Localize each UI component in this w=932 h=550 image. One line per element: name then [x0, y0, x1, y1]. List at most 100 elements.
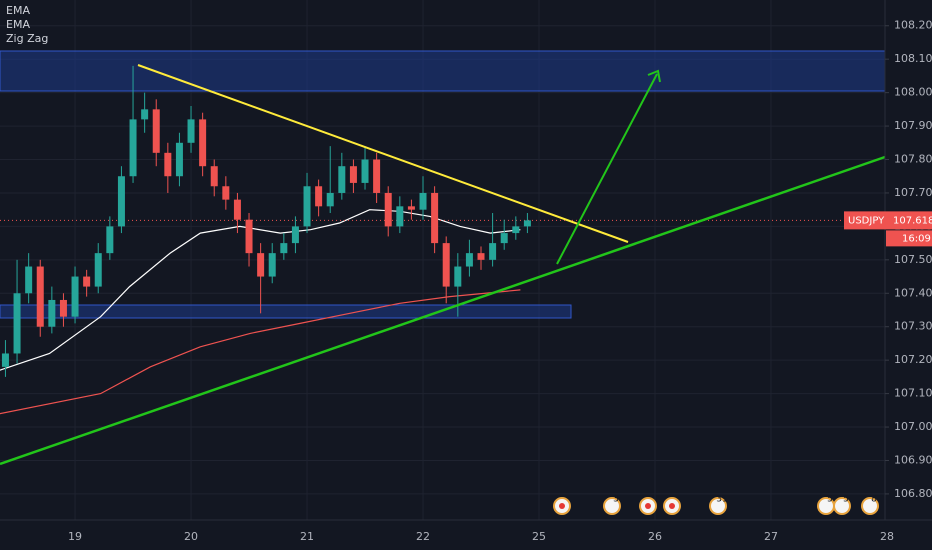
arrow-head: [647, 69, 661, 83]
candle-body: [338, 166, 346, 193]
legend-item: EMA: [6, 4, 30, 17]
y-tick-label: 107.100: [894, 387, 932, 400]
event-icon[interactable]: [861, 497, 879, 515]
candle-body: [257, 253, 265, 277]
support-zone: [0, 304, 572, 319]
candle-body: [477, 253, 485, 260]
candle-body: [500, 233, 508, 244]
candle-body: [419, 192, 427, 210]
candle-body: [465, 253, 473, 267]
candle-body: [384, 192, 392, 227]
event-dot: [645, 503, 651, 509]
y-tick-label: 106.900: [894, 453, 932, 466]
event-count: 31: [716, 495, 727, 505]
candle-body: [245, 219, 253, 254]
candle-body: [407, 206, 415, 210]
candle-body: [141, 109, 149, 120]
candle-body: [268, 253, 276, 277]
candle-body: [442, 243, 450, 287]
x-tick-label: 26: [648, 530, 662, 543]
event-count: 3: [613, 495, 619, 505]
candles: [1, 65, 531, 377]
candle-body: [129, 119, 137, 177]
ema-line: [0, 289, 521, 415]
candle-body: [152, 109, 160, 153]
y-tick-label: 107.800: [894, 153, 932, 166]
candle-body: [71, 276, 79, 317]
y-tick-label: 107.400: [894, 286, 932, 299]
x-tick-label: 25: [532, 530, 546, 543]
x-tick-label: 28: [880, 530, 894, 543]
x-tick-label: 21: [300, 530, 314, 543]
y-tick-label: 107.200: [894, 353, 932, 366]
candle-body: [199, 119, 207, 167]
x-tick-label: 22: [416, 530, 430, 543]
candle-body: [94, 253, 102, 287]
y-tick-label: 107.900: [894, 119, 932, 132]
x-tick-label: 20: [184, 530, 198, 543]
event-dot: [559, 503, 565, 509]
grid: [0, 0, 885, 520]
event-count: 5: [827, 495, 833, 505]
candle-body: [489, 243, 497, 260]
resistance-zone: [0, 50, 886, 92]
candle-body: [48, 299, 56, 327]
symbol-label: USDJPY: [848, 215, 885, 226]
candle-body: [512, 226, 520, 234]
candle-body: [361, 159, 369, 183]
candle-body: [13, 293, 21, 354]
candle-body: [326, 192, 334, 207]
candle-body: [303, 186, 311, 227]
event-count: 8: [871, 495, 877, 505]
candle-body: [233, 199, 241, 220]
legend-item: Zig Zag: [6, 32, 48, 45]
y-tick-label: 108.200: [894, 19, 932, 32]
events: 3 31 5 5 8: [553, 495, 879, 515]
candle-body: [291, 226, 299, 244]
candle-body: [25, 266, 33, 294]
y-tick-label: 107.000: [894, 420, 932, 433]
candle-body: [175, 142, 183, 177]
legend-item: EMA: [6, 18, 30, 31]
candle-body: [315, 186, 323, 207]
event-icon[interactable]: [709, 497, 727, 515]
candle-body: [164, 152, 172, 177]
candle-body: [59, 299, 67, 317]
candle-body: [222, 186, 230, 200]
candle-body: [373, 159, 381, 193]
y-tick-label: 108.000: [894, 86, 932, 99]
candle-body: [396, 206, 404, 227]
y-tick-label: 107.700: [894, 186, 932, 199]
event-icon[interactable]: [603, 497, 621, 515]
axes: 106.800 106.900 107.000 107.100 107.200 107.3…: [68, 19, 932, 543]
candle-body: [431, 192, 439, 244]
candle-body: [83, 276, 91, 287]
event-icon[interactable]: [833, 497, 851, 515]
countdown-badge: [886, 230, 932, 247]
y-tick-label: 106.800: [894, 487, 932, 500]
event-dot: [669, 503, 675, 509]
event-count: 5: [843, 495, 849, 505]
projection-arrow: [556, 73, 658, 265]
candle-body: [187, 119, 195, 143]
candle-body: [117, 176, 125, 227]
y-tick-label: 108.100: [894, 52, 932, 65]
resistance-trendline: [137, 64, 629, 243]
countdown-label: 16:09: [902, 233, 931, 244]
candle-body: [349, 166, 357, 183]
last-price-label: 107.618: [893, 215, 932, 226]
y-tick-label: 107.300: [894, 320, 932, 333]
candle-body: [523, 220, 531, 227]
x-tick-label: 19: [68, 530, 82, 543]
y-tick-label: 107.500: [894, 253, 932, 266]
x-tick-label: 27: [764, 530, 778, 543]
candle-body: [36, 266, 44, 327]
support-trendline: [0, 155, 886, 466]
candle-body: [106, 226, 114, 254]
candle-body: [280, 243, 288, 254]
symbol-badge: [844, 211, 932, 230]
candle-body: [1, 353, 9, 367]
